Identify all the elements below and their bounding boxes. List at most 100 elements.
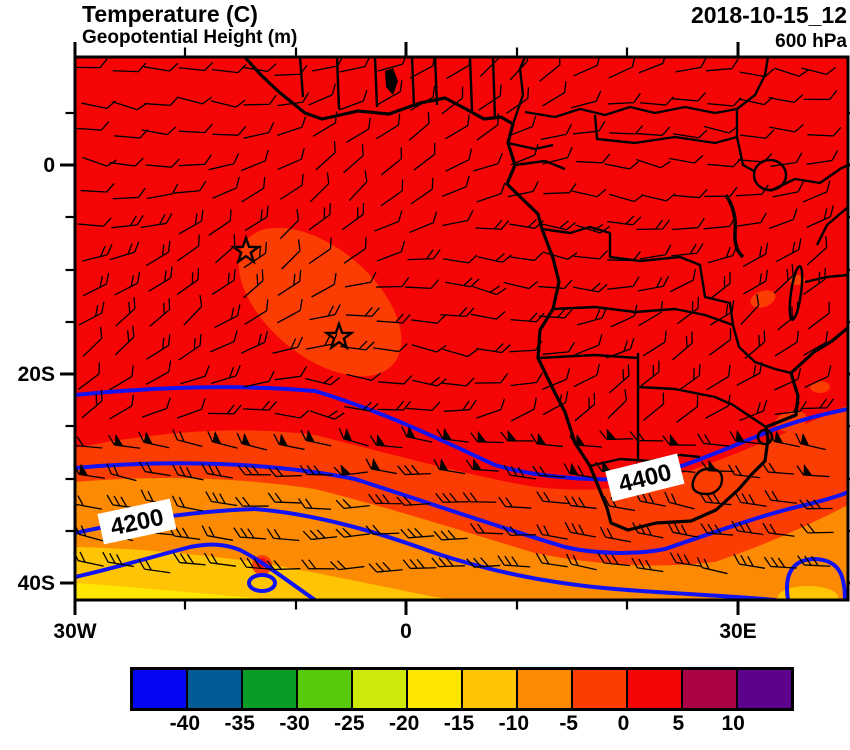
wind-barb bbox=[183, 294, 203, 326]
wind-barb bbox=[569, 434, 603, 448]
wind-barb bbox=[178, 123, 213, 134]
wind-barb bbox=[369, 434, 403, 449]
wind-barb-glyph bbox=[573, 250, 608, 260]
wind-barb bbox=[178, 61, 214, 72]
wind-barb bbox=[676, 395, 699, 423]
wind-barb-glyph bbox=[138, 461, 171, 477]
wind-barb bbox=[305, 375, 340, 386]
wind-barb-glyph bbox=[442, 210, 474, 227]
wind-barb bbox=[141, 126, 177, 136]
wind-barb bbox=[672, 129, 708, 139]
wind-barb bbox=[309, 304, 341, 321]
wind-barb-glyph bbox=[115, 297, 136, 327]
wind-barb-glyph bbox=[180, 365, 210, 385]
country-border bbox=[541, 225, 735, 326]
wind-barb bbox=[281, 239, 301, 270]
wind-barb bbox=[669, 268, 697, 293]
country-border bbox=[491, 57, 497, 120]
wind-barb bbox=[634, 490, 666, 507]
colorbar-tick-label: -40 bbox=[169, 712, 201, 735]
wind-barb bbox=[346, 372, 381, 382]
wind-barb bbox=[409, 211, 438, 234]
wind-barb-glyph bbox=[706, 58, 739, 72]
wind-barb-glyph bbox=[575, 223, 610, 234]
wind-barb bbox=[672, 217, 705, 231]
wind-barb-pennant bbox=[569, 462, 579, 476]
wind-barb-glyph bbox=[178, 334, 202, 361]
wind-barb bbox=[240, 330, 268, 354]
wind-barb bbox=[376, 240, 406, 262]
wind-barb bbox=[761, 462, 795, 475]
wind-barb bbox=[268, 467, 302, 478]
wind-barb bbox=[274, 64, 308, 76]
wind-barb bbox=[770, 152, 803, 167]
wind-barb-glyph bbox=[112, 187, 146, 200]
wind-barb-glyph bbox=[277, 91, 310, 107]
wind-barb bbox=[610, 304, 638, 328]
wind-barb bbox=[115, 297, 136, 327]
wind-barb bbox=[214, 304, 241, 329]
wind-barb-glyph bbox=[243, 122, 275, 139]
wind-barb-glyph bbox=[168, 525, 201, 541]
wind-barb bbox=[277, 91, 310, 107]
wind-barb-glyph bbox=[102, 551, 134, 568]
wind-barb bbox=[308, 203, 331, 231]
wind-barb bbox=[667, 521, 699, 538]
wind-barb bbox=[433, 458, 466, 475]
wind-barb-glyph bbox=[800, 398, 835, 410]
wind-barb-glyph bbox=[176, 398, 206, 419]
wind-barb bbox=[696, 556, 728, 575]
wind-barb-glyph bbox=[604, 160, 639, 170]
wind-barb-glyph bbox=[510, 144, 539, 166]
wind-barb-glyph bbox=[433, 530, 468, 541]
wind-barb-glyph bbox=[345, 306, 380, 317]
wind-barb-glyph bbox=[573, 121, 606, 135]
wind-barb-glyph bbox=[77, 362, 100, 390]
wind-barb bbox=[607, 215, 642, 226]
wind-barb-glyph bbox=[603, 495, 636, 512]
wind-barb bbox=[632, 522, 664, 539]
wind-barb-glyph bbox=[672, 331, 693, 361]
wind-barb-glyph bbox=[708, 328, 732, 356]
wind-barb-glyph bbox=[734, 492, 767, 507]
wind-barb bbox=[698, 492, 732, 506]
country-border bbox=[731, 324, 792, 375]
wind-barb-glyph bbox=[309, 304, 341, 321]
wind-barb-glyph bbox=[114, 325, 135, 356]
temperature-fill-region bbox=[238, 227, 402, 377]
wind-barb-glyph bbox=[565, 553, 597, 571]
wind-barb bbox=[576, 153, 611, 164]
wind-barb-glyph bbox=[243, 370, 275, 388]
wind-barb bbox=[75, 121, 110, 131]
wind-barb-glyph bbox=[532, 465, 566, 478]
wind-barb bbox=[608, 364, 630, 394]
wind-barb-glyph bbox=[573, 57, 601, 77]
wind-barb-glyph bbox=[144, 96, 179, 107]
temperature-fill-region bbox=[75, 583, 285, 600]
wind-barb bbox=[636, 126, 671, 137]
wind-barb-glyph bbox=[706, 365, 731, 391]
wind-barb bbox=[773, 264, 794, 294]
wind-barb bbox=[507, 180, 539, 198]
wind-barb bbox=[707, 244, 738, 264]
wind-barb bbox=[301, 559, 335, 570]
wind-barb bbox=[210, 99, 246, 108]
wind-barb bbox=[235, 496, 269, 507]
wind-barb-glyph bbox=[733, 553, 766, 569]
wind-barb bbox=[676, 296, 699, 325]
wind-barb bbox=[330, 560, 365, 571]
wind-barb-glyph bbox=[696, 556, 728, 575]
colorbar-cell bbox=[133, 670, 188, 708]
wind-barb bbox=[149, 298, 171, 327]
wind-barb-glyph bbox=[803, 331, 829, 356]
wind-barb-glyph bbox=[576, 307, 608, 326]
wind-barb bbox=[510, 312, 545, 323]
wind-barb bbox=[541, 220, 576, 231]
wind-barb bbox=[109, 365, 134, 391]
wind-barb-pennant bbox=[305, 429, 315, 443]
wind-barb-glyph bbox=[81, 389, 103, 419]
wind-barb-glyph bbox=[377, 400, 412, 411]
wind-barb bbox=[803, 267, 826, 295]
wind-barb-glyph bbox=[243, 400, 277, 411]
wind-barb-glyph bbox=[671, 92, 707, 102]
